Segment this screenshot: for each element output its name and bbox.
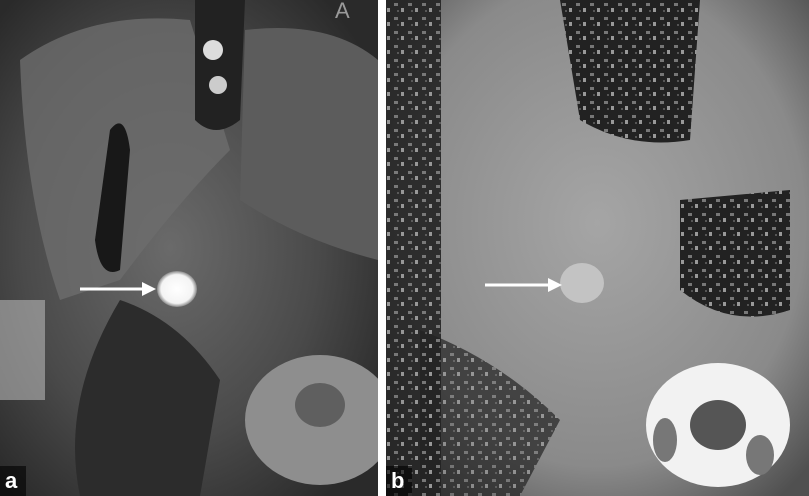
texture — [420, 330, 560, 496]
texture — [560, 0, 700, 143]
panel-b: b — [386, 0, 809, 496]
arrow-head — [142, 282, 156, 296]
label-box — [0, 466, 26, 496]
divider — [378, 0, 386, 496]
tissue — [0, 300, 45, 400]
foramen — [746, 435, 774, 475]
label-box — [386, 466, 412, 496]
spinal-canal — [690, 400, 746, 450]
bright-spot — [203, 40, 223, 60]
sinus — [195, 0, 245, 130]
panel-label: b — [391, 468, 404, 493]
arrow-head — [548, 278, 562, 292]
dark-region — [75, 300, 220, 496]
airway — [95, 123, 130, 272]
bright-spot — [209, 76, 227, 94]
panel-label: a — [5, 468, 18, 493]
tissue — [240, 28, 378, 260]
panel-a: A a — [0, 0, 395, 496]
orientation-marker: A — [335, 0, 350, 23]
lesion — [560, 263, 604, 303]
lesion — [157, 271, 197, 307]
texture — [680, 190, 790, 317]
spinal-cord — [295, 383, 345, 427]
foramen — [653, 418, 677, 462]
